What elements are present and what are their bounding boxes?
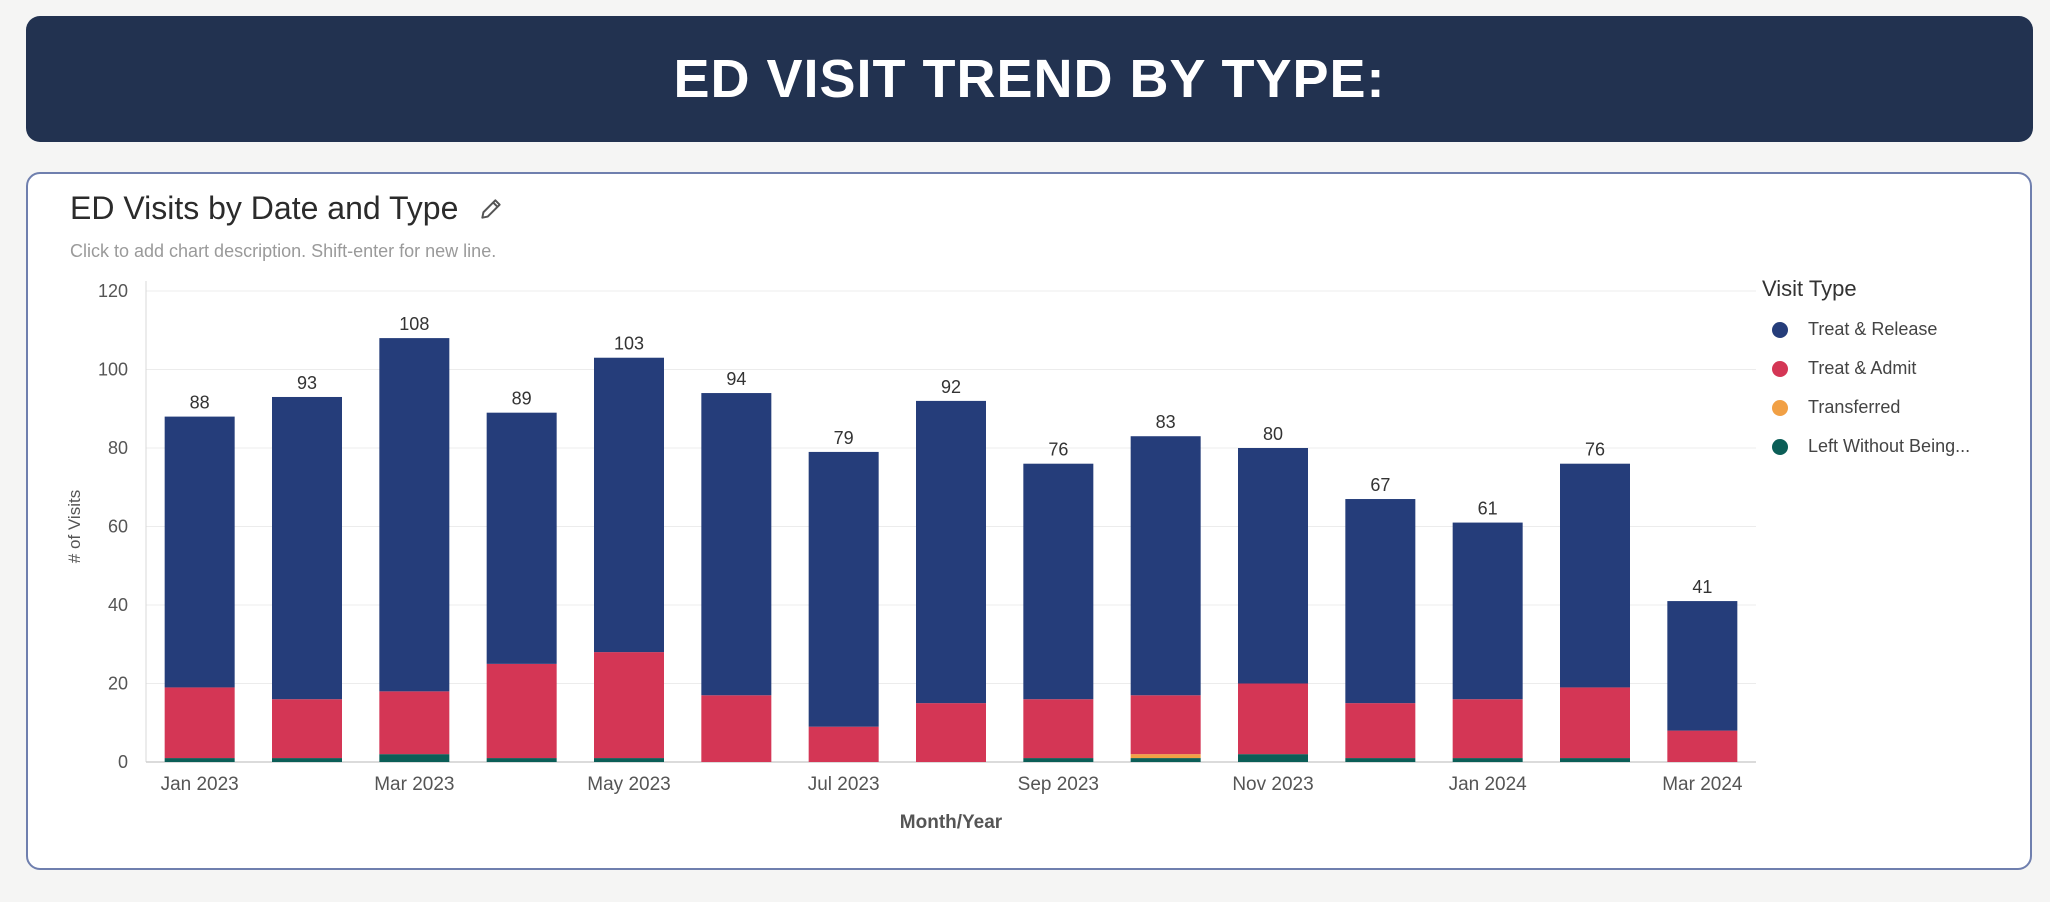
x-tick-label: Jan 2023 [161,774,239,795]
bar-segment [1560,463,1630,688]
bar-segment [1452,522,1523,700]
y-tick-label: 100 [98,360,128,380]
data-label: 103 [614,334,644,354]
x-tick-label: Jul 2023 [808,774,880,795]
bar-segment [1130,754,1201,759]
legend: Visit Type Treat & Release Treat & Admit… [1762,276,1970,466]
data-label: 76 [1585,440,1605,460]
bar-segment [808,451,879,727]
y-tick-label: 60 [108,517,128,537]
pencil-icon[interactable] [478,196,504,222]
data-label: 93 [297,373,317,393]
bar-segment [1560,758,1630,762]
y-tick-label: 80 [108,438,128,458]
banner: ED VISIT TREND BY TYPE: [26,16,2033,142]
y-tick-label: 40 [108,595,128,615]
bar-segment [272,758,342,762]
bar-segment [1345,703,1416,759]
bar-segment [1130,758,1201,762]
legend-item-left-without-being-seen[interactable]: Left Without Being... [1762,427,1970,466]
bar-segment [594,758,664,762]
chart-title[interactable]: ED Visits by Date and Type [70,190,459,226]
data-label: 88 [190,393,210,413]
data-label: 83 [1156,412,1176,432]
legend-swatch-transferred [1772,399,1788,416]
data-label: 41 [1692,577,1712,597]
bar-segment [916,703,986,762]
y-axis-title: # of Visits [65,490,84,563]
bar-segment [272,396,342,700]
bar-segment [1345,758,1416,762]
y-tick-label: 0 [118,752,128,772]
legend-swatch-left-without-being-seen [1772,438,1788,455]
bar-segment [1238,754,1308,762]
legend-item-treat-admit[interactable]: Treat & Admit [1762,349,1970,388]
bar-segment [164,758,235,762]
chart-title-row: ED Visits by Date and Type [70,190,504,227]
x-tick-label: Jan 2024 [1449,774,1528,795]
bar-segment [1130,695,1201,755]
x-tick-label: May 2023 [587,774,670,795]
bar-segment [272,699,342,759]
bar-segment [808,726,879,762]
data-label: 67 [1370,475,1390,495]
banner-title: ED VISIT TREND BY TYPE: [673,49,1386,109]
bar-segment [1238,683,1308,755]
legend-label: Treat & Release [1808,319,1938,339]
bar-segment [486,663,557,759]
legend-item-treat-release[interactable]: Treat & Release [1762,310,1970,349]
legend-label: Left Without Being... [1808,436,1971,456]
legend-swatch-treat-release [1772,321,1788,338]
data-label: 79 [834,428,854,448]
bar-segment [379,338,450,692]
bar-segment [1023,463,1094,700]
bar-segment [916,400,986,704]
legend-label: Treat & Admit [1808,358,1917,378]
legend-title: Visit Type [1762,276,1857,301]
x-tick-label: Mar 2023 [374,774,454,795]
y-tick-label: 120 [98,281,128,301]
bar-segment [1238,448,1308,684]
bar-segment [164,416,235,688]
bar-segment [379,691,450,755]
bar-segment [164,687,235,759]
x-tick-label: Mar 2024 [1662,774,1743,795]
data-label: 80 [1263,424,1283,444]
bar-segment [1023,758,1094,762]
bar-segment [486,758,557,762]
data-label: 61 [1478,499,1498,519]
bar-segment [486,412,557,664]
bar-segment [1023,699,1094,759]
data-label: 94 [726,369,746,389]
data-label: 76 [1048,440,1068,460]
bar-segment [1667,601,1738,731]
bar-segment [1560,687,1630,759]
bar-segment [1667,730,1738,762]
bar-segment [1452,699,1523,759]
legend-label: Transferred [1808,397,1901,417]
legend-swatch-treat-admit [1772,360,1788,377]
bar-segment [379,754,450,762]
bar-segment [594,652,664,759]
bar-segment [701,393,772,696]
x-tick-label: Nov 2023 [1232,774,1313,795]
bar-segment [594,357,664,653]
bar-segment [1345,499,1416,704]
legend-item-transferred[interactable]: Transferred [1762,388,1970,427]
chart-description[interactable]: Click to add chart description. Shift-en… [70,241,497,261]
data-label: 108 [399,314,429,334]
data-label: 89 [512,389,532,409]
x-axis-title: Month/Year [900,812,1003,833]
bar-segment [1452,758,1523,762]
bar-segment [1130,436,1201,696]
bar-segment [701,695,772,762]
x-tick-label: Sep 2023 [1018,774,1099,795]
data-label: 92 [941,377,961,397]
y-tick-label: 20 [108,674,128,694]
